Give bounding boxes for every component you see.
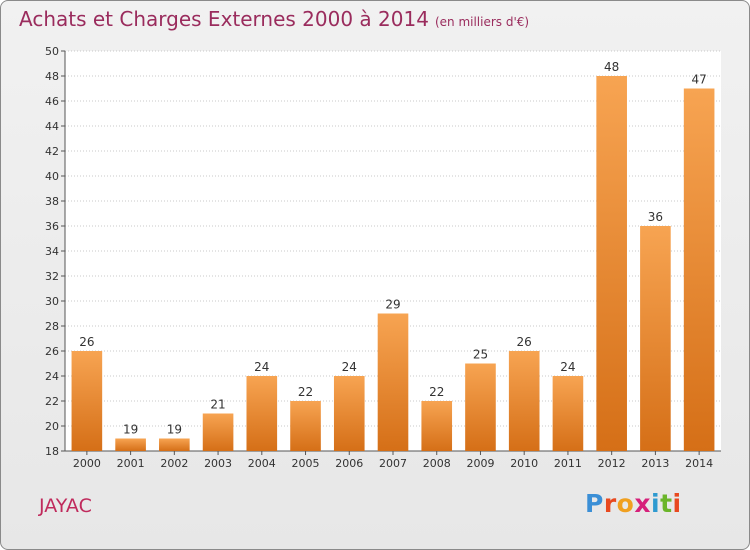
bar-2002 bbox=[159, 438, 190, 451]
value-label-2002: 19 bbox=[167, 423, 182, 437]
y-tick-label: 26 bbox=[45, 345, 59, 358]
commune-name: JAYAC bbox=[39, 495, 92, 517]
x-tick-label-2014: 2014 bbox=[685, 457, 713, 470]
x-tick-label-2005: 2005 bbox=[292, 457, 320, 470]
y-tick-label: 34 bbox=[45, 245, 59, 258]
y-tick-label: 28 bbox=[45, 320, 59, 333]
value-label-2011: 24 bbox=[560, 360, 575, 374]
bar-2012 bbox=[596, 76, 627, 451]
value-label-2003: 21 bbox=[210, 398, 225, 412]
y-tick-label: 24 bbox=[45, 370, 59, 383]
logo-letter: o bbox=[616, 489, 635, 518]
x-tick-label-2013: 2013 bbox=[641, 457, 669, 470]
value-label-2008: 22 bbox=[429, 385, 444, 399]
y-tick-label: 40 bbox=[45, 170, 59, 183]
x-tick-label-2004: 2004 bbox=[248, 457, 276, 470]
x-tick-label-2001: 2001 bbox=[117, 457, 145, 470]
value-label-2007: 29 bbox=[385, 298, 400, 312]
x-tick-label-2009: 2009 bbox=[466, 457, 494, 470]
bar-2005 bbox=[290, 401, 321, 451]
value-label-2000: 26 bbox=[79, 335, 94, 349]
bar-2013 bbox=[640, 226, 671, 451]
y-tick-label: 36 bbox=[45, 220, 59, 233]
value-label-2010: 26 bbox=[517, 335, 532, 349]
x-tick-label-2002: 2002 bbox=[160, 457, 188, 470]
x-tick-label-2011: 2011 bbox=[554, 457, 582, 470]
bar-2009 bbox=[465, 363, 496, 451]
x-tick-label-2000: 2000 bbox=[73, 457, 101, 470]
x-tick-label-2012: 2012 bbox=[598, 457, 626, 470]
logo-letter: i bbox=[651, 489, 661, 518]
value-label-2009: 25 bbox=[473, 348, 488, 362]
y-tick-label: 22 bbox=[45, 395, 59, 408]
logo-letter: P bbox=[585, 489, 604, 518]
y-tick-label: 42 bbox=[45, 145, 59, 158]
bar-2014 bbox=[683, 88, 715, 451]
chart-title: Achats et Charges Externes 2000 à 2014 (e… bbox=[19, 7, 529, 31]
bar-2011 bbox=[552, 376, 584, 451]
bar-2004 bbox=[246, 376, 278, 451]
x-tick-label-2007: 2007 bbox=[379, 457, 407, 470]
value-label-2006: 24 bbox=[342, 360, 357, 374]
logo-letter: i bbox=[672, 489, 682, 518]
value-label-2004: 24 bbox=[254, 360, 269, 374]
value-label-2005: 22 bbox=[298, 385, 313, 399]
proxiti-logo: Proxiti bbox=[585, 489, 682, 518]
bar-2001 bbox=[115, 438, 146, 451]
x-tick-label-2008: 2008 bbox=[423, 457, 451, 470]
chart-subtitle: (en milliers d'€) bbox=[434, 15, 530, 29]
bar-2000 bbox=[71, 351, 103, 451]
bar-2006 bbox=[333, 376, 365, 451]
bar-2003 bbox=[202, 413, 234, 451]
logo-letter: r bbox=[603, 489, 617, 518]
y-tick-label: 48 bbox=[45, 70, 59, 83]
logo-letter: x bbox=[634, 489, 651, 518]
x-tick-label-2003: 2003 bbox=[204, 457, 232, 470]
value-label-2012: 48 bbox=[604, 60, 619, 74]
value-label-2013: 36 bbox=[648, 210, 663, 224]
value-label-2001: 19 bbox=[123, 423, 138, 437]
bar-2010 bbox=[508, 351, 540, 451]
y-tick-label: 50 bbox=[45, 45, 59, 58]
bar-2008 bbox=[421, 401, 453, 451]
y-tick-label: 46 bbox=[45, 95, 59, 108]
logo-letter: t bbox=[660, 489, 673, 518]
y-tick-label: 18 bbox=[45, 445, 59, 458]
x-tick-label-2006: 2006 bbox=[335, 457, 363, 470]
y-tick-label: 30 bbox=[45, 295, 59, 308]
bar-2007 bbox=[377, 313, 409, 451]
y-tick-label: 20 bbox=[45, 420, 59, 433]
chart-title-text: Achats et Charges Externes 2000 à 2014 bbox=[19, 7, 429, 31]
y-tick-label: 44 bbox=[45, 120, 59, 133]
value-label-2014: 47 bbox=[691, 73, 706, 87]
y-tick-label: 32 bbox=[45, 270, 59, 283]
x-tick-label-2010: 2010 bbox=[510, 457, 538, 470]
y-tick-label: 38 bbox=[45, 195, 59, 208]
